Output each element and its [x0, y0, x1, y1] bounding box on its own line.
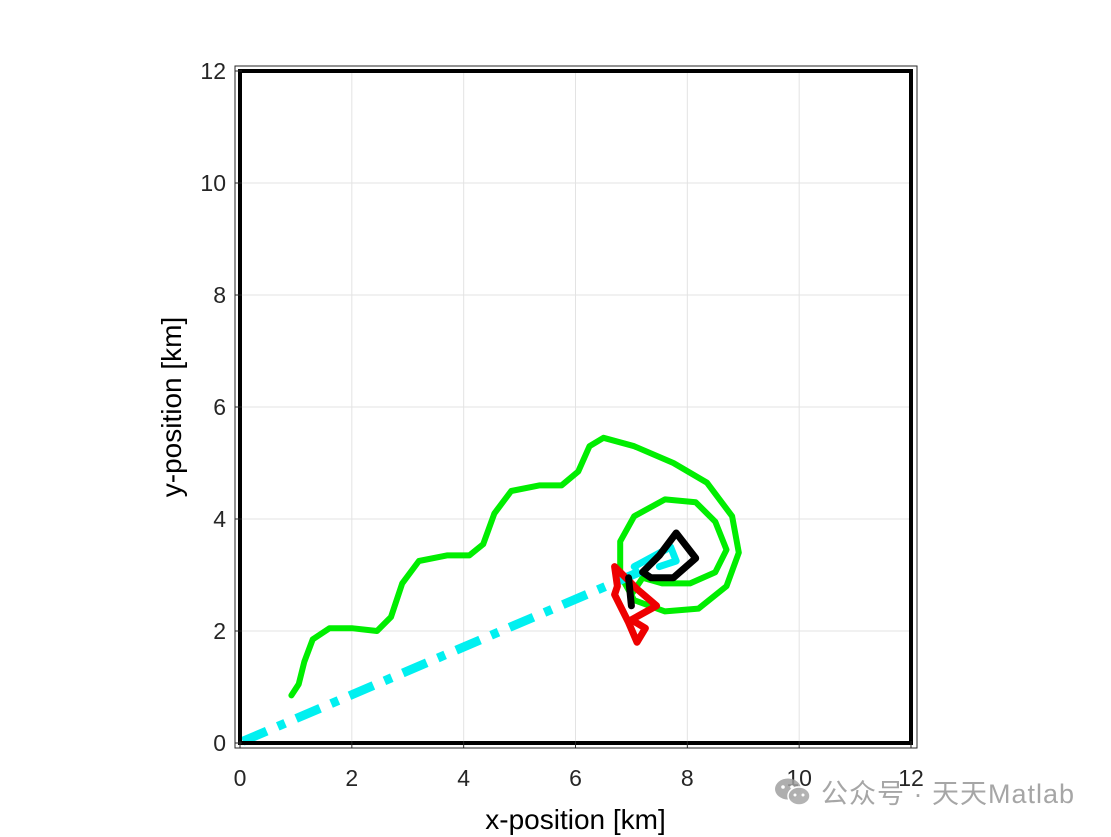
- series-3: [639, 529, 700, 582]
- series-1: [241, 565, 648, 746]
- y-tick-label-4: 8: [213, 282, 226, 308]
- y-tick-label-6: 12: [200, 58, 226, 84]
- series-5: [625, 574, 635, 610]
- series-2: [630, 543, 680, 571]
- x-tick-label-0: 0: [234, 765, 247, 791]
- watermark-text: 公众号 · 天天Matlab: [820, 779, 1075, 809]
- x-tick-label-1: 2: [345, 765, 358, 791]
- y-tick-label-5: 10: [200, 170, 226, 196]
- y-tick-label-1: 2: [213, 618, 226, 644]
- y-tick-label-0: 0: [213, 730, 226, 756]
- x-tick-label-6: 12: [898, 765, 924, 791]
- y-tick-label-2: 4: [213, 506, 226, 532]
- series-layer: [241, 434, 742, 746]
- x-tick-label-4: 8: [681, 765, 694, 791]
- x-axis-label: x-position [km]: [485, 804, 666, 835]
- wechat-icon: [774, 778, 811, 806]
- series-0: [288, 434, 742, 699]
- y-axis-label: y-position [km]: [156, 317, 187, 498]
- x-tick-label-3: 6: [569, 765, 582, 791]
- y-tick-label-3: 6: [213, 394, 226, 420]
- x-tick-label-2: 4: [457, 765, 470, 791]
- watermark: 公众号 · 天天Matlab: [773, 772, 1075, 811]
- grid-lines: [239, 70, 912, 744]
